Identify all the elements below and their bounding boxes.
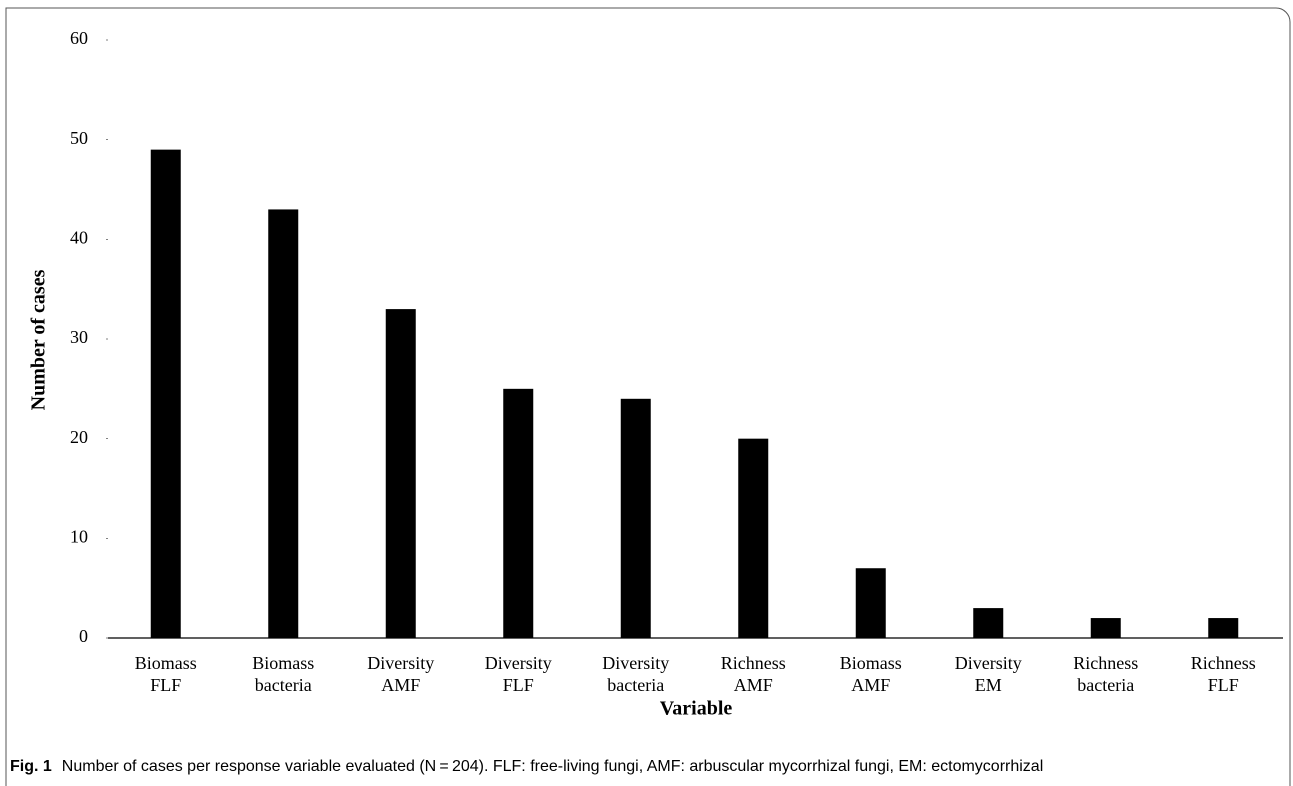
bar (268, 209, 299, 638)
figure-frame (5, 7, 1291, 786)
x-tick-label: Biomass (135, 653, 197, 673)
y-tick-label: 0 (79, 626, 88, 646)
y-axis-label: Number of cases (28, 269, 50, 410)
y-tick-label: 60 (70, 28, 88, 48)
x-tick-label: EM (975, 675, 1002, 695)
bar (855, 568, 886, 638)
bar (973, 608, 1004, 638)
y-tick-label: 40 (70, 227, 88, 247)
bar (738, 438, 769, 638)
x-tick-label: Biomass (252, 653, 314, 673)
x-tick-label: AMF (734, 675, 773, 695)
x-tick-label: Richness (1191, 653, 1256, 673)
x-tick-label: AMF (851, 675, 890, 695)
x-tick-label: Diversity (955, 653, 1022, 673)
bar (620, 398, 651, 638)
y-tick-label: 20 (70, 427, 88, 447)
x-tick-label: bacteria (255, 675, 312, 695)
caption-text: Number of cases per response variable ev… (62, 758, 1043, 775)
x-tick-label: FLF (503, 675, 534, 695)
bar (1208, 618, 1239, 638)
x-tick-label: FLF (150, 675, 181, 695)
y-tick-label: 10 (70, 526, 88, 546)
x-tick-label: Richness (721, 653, 786, 673)
x-tick-label: FLF (1208, 675, 1239, 695)
x-tick-label: bacteria (607, 675, 664, 695)
x-tick-label: Biomass (840, 653, 902, 673)
bar (1090, 618, 1121, 638)
y-tick-label: 50 (70, 128, 88, 148)
x-tick-label: AMF (381, 675, 420, 695)
x-axis-label: Variable (660, 698, 733, 720)
x-tick-label: bacteria (1077, 675, 1134, 695)
x-tick-label: Richness (1073, 653, 1138, 673)
x-tick-label: Diversity (367, 653, 434, 673)
bar (385, 309, 416, 638)
x-tick-label: Diversity (602, 653, 669, 673)
y-tick-label: 30 (70, 327, 88, 347)
caption-label: Fig. 1 (10, 758, 52, 775)
caption: Fig. 1 Number of cases per response varia… (10, 758, 1043, 775)
bar (150, 149, 181, 638)
x-tick-label: Diversity (485, 653, 552, 673)
bar (503, 388, 534, 638)
